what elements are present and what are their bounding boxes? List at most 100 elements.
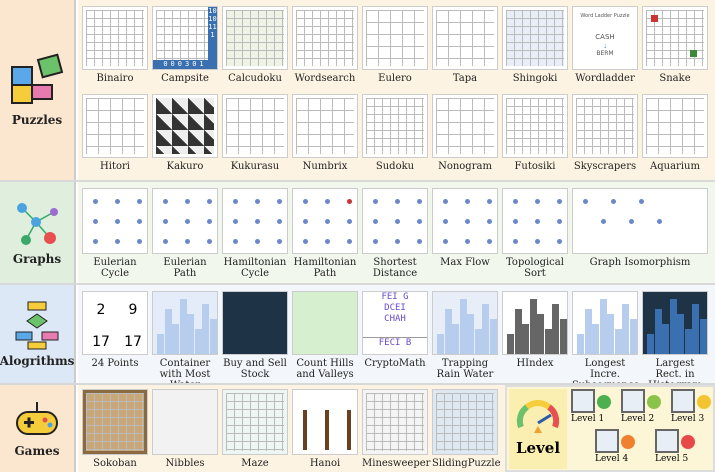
- graph-node: [487, 239, 492, 244]
- level-badge[interactable]: Level: [509, 389, 567, 469]
- tile-skyscrapers[interactable]: Skyscrapers: [572, 94, 638, 172]
- tile-aquarium[interactable]: Aquarium: [642, 94, 708, 172]
- sudoku-thumbnail: [362, 94, 428, 158]
- graph-node: [557, 199, 562, 204]
- tile-topological-sort[interactable]: Topological Sort: [502, 188, 568, 279]
- graph-node: [395, 239, 400, 244]
- tile-hanoi[interactable]: Hanoi: [292, 389, 358, 469]
- crypto-word: FECI B: [363, 337, 427, 349]
- puzzle-grid: [436, 10, 494, 66]
- sokoban-thumbnail: [82, 389, 148, 455]
- tile-nonogram[interactable]: Nonogram: [432, 94, 498, 172]
- tile-slidingpuzzle[interactable]: SlidingPuzzle: [432, 389, 501, 469]
- tile-eulerian-path[interactable]: Eulerian Path: [152, 188, 218, 279]
- graph-node: [137, 199, 142, 204]
- tile-count-hills-and-valleys[interactable]: Count Hills and Valleys: [292, 291, 358, 380]
- tile-wordladder[interactable]: Word Ladder Puzzle CASH ↓ BERM Wordladder: [572, 6, 638, 84]
- topological-sort-thumbnail: [502, 188, 568, 254]
- hanoi-peg: [347, 410, 351, 450]
- graph-node: [163, 239, 168, 244]
- tile-hindex[interactable]: HIndex: [502, 291, 568, 369]
- tile-minesweeper[interactable]: Minesweeper: [362, 389, 430, 469]
- snake-head: [651, 15, 658, 22]
- algorithms-sidebar[interactable]: Alogrithms: [0, 285, 76, 383]
- tile-24-points[interactable]: 2 9 17 17 24 Points: [82, 291, 148, 369]
- maze-thumbnail: [621, 389, 645, 413]
- games-sidebar[interactable]: Games: [0, 385, 76, 472]
- cryptomath-thumbnail: FEI G DCEI CHAH FECI B: [362, 291, 428, 355]
- tile-numbrix[interactable]: Numbrix: [292, 94, 358, 172]
- graph-node: [557, 219, 562, 224]
- puzzle-icon: [11, 53, 64, 104]
- tile-campsite[interactable]: 1010111 000301 Campsite: [152, 6, 218, 84]
- tile-kakuro[interactable]: Kakuro: [152, 94, 218, 172]
- binairo-thumbnail: [82, 6, 148, 70]
- tile-longest-incre-subsequence[interactable]: Longest Incre. Subsequence: [572, 291, 639, 391]
- tile-calcudoku[interactable]: Calcudoku: [222, 6, 288, 84]
- tile-shortest-distance[interactable]: Shortest Distance: [362, 188, 428, 279]
- tile-buy-and-sell-stock[interactable]: Buy and Sell Stock: [222, 291, 288, 380]
- graphs-sidebar[interactable]: Graphs: [0, 182, 76, 283]
- nonogram-label: Nonogram: [438, 161, 492, 172]
- arrow-down-icon: ↓: [603, 41, 607, 50]
- game-grid: [366, 393, 424, 451]
- games-label: Games: [14, 443, 60, 458]
- tile-sudoku[interactable]: Sudoku: [362, 94, 428, 172]
- graph-node: [207, 219, 212, 224]
- tile-nibbles[interactable]: Nibbles: [152, 389, 218, 469]
- level-1-button[interactable]: Level 1: [571, 389, 617, 427]
- tile-cryptomath[interactable]: FEI G DCEI CHAH FECI B CryptoMath: [362, 291, 428, 369]
- tile-snake[interactable]: Snake: [642, 6, 708, 84]
- graph-node: [255, 219, 260, 224]
- tile-max-flow[interactable]: Max Flow: [432, 188, 498, 268]
- histogram-bar: [514, 309, 522, 354]
- tile-binairo[interactable]: Binairo: [82, 6, 148, 84]
- tile-eulerian-cycle[interactable]: Eulerian Cycle: [82, 188, 148, 279]
- face-icon: [597, 395, 611, 409]
- hamiltonian-cycle-thumbnail: [222, 188, 288, 254]
- histogram-bar: [467, 314, 474, 354]
- puzzles-sidebar[interactable]: Puzzles: [0, 0, 76, 180]
- histogram-bar: [164, 309, 172, 354]
- shingoki-thumbnail: [502, 6, 568, 70]
- tile-hamiltonian-path[interactable]: Hamiltonian Path: [292, 188, 358, 279]
- tile-eulero[interactable]: Eulero: [362, 6, 428, 84]
- tile-graph-isomorphism[interactable]: Graph Isomorphism: [572, 188, 708, 268]
- buy-and-sell-stock-thumbnail: [222, 291, 288, 355]
- tile-sokoban[interactable]: Sokoban: [82, 389, 148, 469]
- cryptomath-label: CryptoMath: [364, 358, 426, 369]
- histogram-bar: [607, 314, 614, 354]
- histogram-bar: [669, 299, 677, 354]
- tile-trapping-rain-water[interactable]: Trapping Rain Water: [432, 291, 498, 380]
- calcudoku-label: Calcudoku: [228, 73, 282, 84]
- level-5-button[interactable]: Level 5: [655, 429, 701, 467]
- level-2-button[interactable]: Level 2: [621, 389, 667, 427]
- tile-wordsearch[interactable]: Wordsearch: [292, 6, 358, 84]
- graph-node: [207, 239, 212, 244]
- graph-node: [277, 219, 282, 224]
- graph-node: [255, 239, 260, 244]
- wordladder-from: CASH: [595, 33, 615, 41]
- tile-largest-rect-in-histogram[interactable]: Largest Rect. in Histogram: [642, 291, 708, 391]
- numbrix-label: Numbrix: [302, 161, 348, 172]
- puzzle-grid: [366, 98, 424, 154]
- level-5-label: Level 5: [655, 454, 689, 464]
- tile-container-with-most-water[interactable]: Container with Most Water: [152, 291, 218, 391]
- tile-shingoki[interactable]: Shingoki: [502, 6, 568, 84]
- count-hills-and-valleys-thumbnail: [292, 291, 358, 355]
- tile-tapa[interactable]: Tapa: [432, 6, 498, 84]
- tile-hitori[interactable]: Hitori: [82, 94, 148, 172]
- tile-hamiltonian-cycle[interactable]: Hamiltonian Cycle: [222, 188, 288, 279]
- tile-futosiki[interactable]: Futosiki: [502, 94, 568, 172]
- 24-points-label: 24 Points: [91, 358, 139, 369]
- tile-maze[interactable]: Maze: [222, 389, 288, 469]
- level-4-button[interactable]: Level 4: [595, 429, 641, 467]
- graph-node: [137, 219, 142, 224]
- graph-node: [303, 239, 308, 244]
- tile-kukurasu[interactable]: Kukurasu: [222, 94, 288, 172]
- graph-node: [611, 199, 616, 204]
- face-icon: [681, 435, 695, 449]
- graph-node: [233, 239, 238, 244]
- level-3-button[interactable]: Level 3: [671, 389, 715, 427]
- graph-node: [465, 199, 470, 204]
